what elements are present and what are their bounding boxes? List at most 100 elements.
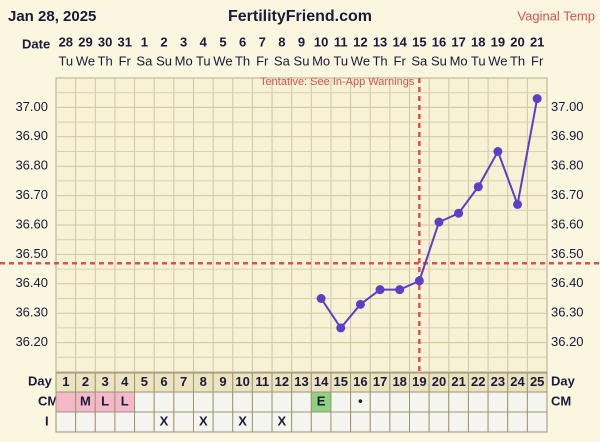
date-label: 4 <box>200 34 208 49</box>
i-cell <box>389 411 411 433</box>
temp-point <box>493 147 503 156</box>
i-cell <box>369 411 391 433</box>
y-tick-label: 36.60 <box>15 216 48 231</box>
temp-point <box>375 285 385 295</box>
cm-cell <box>467 391 489 413</box>
y-tick-label: 36.90 <box>15 128 48 143</box>
day-number: 3 <box>101 374 108 389</box>
date-label: 11 <box>334 34 348 49</box>
date-label: 8 <box>278 34 285 49</box>
y-tick-label-right: 36.60 <box>551 216 584 231</box>
cm-cell <box>369 391 391 413</box>
cm-cell <box>212 391 234 413</box>
weekday-label: Sa <box>411 53 428 68</box>
day-number: 17 <box>373 374 387 389</box>
weekday-label: Mo <box>450 53 468 68</box>
intercourse-entry: X <box>199 413 208 428</box>
cm-cell <box>389 391 411 413</box>
day-number: 21 <box>451 374 465 389</box>
date-label: 9 <box>298 34 305 49</box>
date-label: 21 <box>530 34 544 49</box>
weekday-label: Fr <box>256 53 269 68</box>
weekday-label: We <box>76 53 95 68</box>
i-cell <box>507 411 528 433</box>
site-title: FertilityFriend.com <box>228 8 372 25</box>
i-cell <box>487 411 509 433</box>
cm-entry: M <box>80 393 91 408</box>
weekday-label: Tu <box>58 53 73 68</box>
date-label: Date <box>22 36 50 51</box>
i-cell <box>291 411 312 433</box>
cm-cell <box>526 391 548 413</box>
day-number: 15 <box>334 374 348 389</box>
date-label: 3 <box>180 34 187 49</box>
date-label: 15 <box>412 34 426 49</box>
temp-point <box>513 199 523 209</box>
y-tick-label: 37.00 <box>15 99 48 114</box>
date-label: 7 <box>259 34 266 49</box>
day-number: 4 <box>121 374 129 389</box>
i-cell <box>310 411 332 433</box>
day-number: 23 <box>491 374 505 389</box>
temp-point <box>532 94 542 104</box>
date-label: 19 <box>491 34 505 49</box>
day-number: 8 <box>200 374 207 389</box>
date-label: 31 <box>118 34 132 49</box>
cm-cell <box>55 391 77 413</box>
y-tick-label: 36.80 <box>15 158 48 173</box>
date-label: 29 <box>78 34 92 49</box>
y-tick-label-right: 36.40 <box>551 275 584 290</box>
weekday-label: Mo <box>312 53 330 68</box>
temp-point <box>395 285 405 295</box>
day-number: 9 <box>219 374 226 389</box>
i-label: I <box>45 413 49 428</box>
temp-point <box>454 208 464 218</box>
weekday-label: We <box>488 53 507 68</box>
day-label-right: Day <box>551 373 576 388</box>
cm-cell <box>507 391 528 413</box>
y-tick-label-right: 36.90 <box>551 128 584 143</box>
i-cell <box>114 411 136 433</box>
i-cell <box>94 411 116 433</box>
day-number: 18 <box>392 374 406 389</box>
date-label: 12 <box>353 34 367 49</box>
weekday-label: Th <box>98 53 113 68</box>
weekday-label: Fr <box>394 53 407 68</box>
cm-cell <box>487 391 509 413</box>
weekday-label: Fr <box>119 53 132 68</box>
weekday-label: Tu <box>333 53 348 68</box>
i-cell <box>526 411 548 433</box>
i-cell <box>330 411 352 433</box>
cm-entry: L <box>121 393 129 408</box>
day-number: 1 <box>62 374 69 389</box>
weekday-label: Tu <box>196 53 211 68</box>
date-label: 1 <box>141 34 148 49</box>
date-label: 17 <box>451 34 465 49</box>
cm-entry: • <box>358 393 363 408</box>
intercourse-entry: X <box>278 413 287 428</box>
cm-cell <box>409 391 430 413</box>
cm-entry: L <box>101 393 109 408</box>
i-cell <box>251 411 273 433</box>
cm-cell <box>330 391 352 413</box>
y-tick-label: 36.30 <box>15 305 48 320</box>
weekday-label: Sa <box>274 53 291 68</box>
date-label: 2 <box>160 34 167 49</box>
date-label: 28 <box>59 34 73 49</box>
y-tick-label: 36.40 <box>15 275 48 290</box>
weekday-label: Su <box>431 53 447 68</box>
weekday-label: Th <box>235 53 250 68</box>
i-cell <box>350 411 371 433</box>
y-tick-label-right: 36.80 <box>551 158 584 173</box>
i-cell <box>448 411 469 433</box>
day-number: 6 <box>160 374 167 389</box>
cm-cell <box>192 391 214 413</box>
day-number: 16 <box>353 374 367 389</box>
weekday-label: We <box>213 53 232 68</box>
day-label: Day <box>28 373 53 388</box>
day-number: 25 <box>530 374 544 389</box>
i-cell <box>173 411 194 433</box>
cm-cell <box>428 391 450 413</box>
date-label: 10 <box>314 34 328 49</box>
